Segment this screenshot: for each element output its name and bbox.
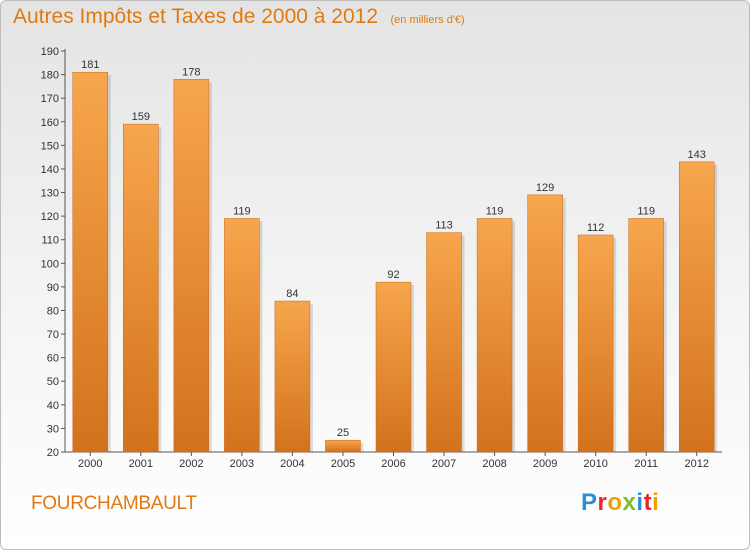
bar [325, 439, 361, 453]
bar [577, 234, 614, 453]
x-tick-label: 2002 [179, 458, 203, 470]
y-tick-label: 150 [41, 140, 59, 152]
x-tick-label: 2007 [432, 458, 456, 470]
data-label: 84 [286, 288, 298, 300]
y-tick-label: 110 [41, 235, 59, 247]
y-tick-label: 80 [47, 305, 59, 317]
y-tick-label: 160 [41, 117, 59, 129]
y-tick-label: 20 [47, 447, 59, 459]
bar [173, 79, 210, 453]
y-tick-label: 90 [47, 282, 59, 294]
x-tick-label: 2005 [331, 458, 355, 470]
brand-letter: P [581, 489, 598, 516]
chart-title: Autres Impôts et Taxes de 2000 à 2012 [13, 5, 379, 28]
brand-letter: o [607, 489, 623, 516]
data-label: 143 [688, 149, 706, 161]
brand-letter: x [622, 489, 637, 516]
bar [123, 123, 159, 453]
x-tick-label: 2008 [482, 458, 506, 470]
x-tick-label: 2000 [78, 458, 102, 470]
bar [527, 194, 563, 453]
title-block: Autres Impôts et Taxes de 2000 à 2012 (e… [13, 5, 465, 29]
bar [476, 218, 513, 453]
y-tick-label: 170 [41, 93, 59, 105]
data-label: 119 [637, 205, 655, 217]
y-tick-label: 120 [41, 211, 59, 223]
data-label: 159 [132, 111, 150, 123]
town-name: FOURCHAMBAULT [31, 493, 197, 514]
x-tick-label: 2009 [533, 458, 557, 470]
bar [224, 218, 260, 453]
bar [375, 281, 412, 453]
bar [72, 71, 109, 453]
data-label: 112 [587, 222, 605, 234]
x-tick-label: 2003 [230, 458, 254, 470]
y-tick-label: 40 [47, 400, 59, 412]
x-tick-label: 2004 [280, 458, 304, 470]
x-tick-label: 2012 [684, 458, 708, 470]
data-label: 181 [81, 59, 99, 71]
bar [426, 232, 462, 453]
data-label: 25 [337, 427, 349, 439]
bar [678, 161, 715, 453]
brand-letter: i [652, 489, 660, 516]
data-label: 113 [435, 220, 453, 232]
x-tick-label: 2001 [129, 458, 153, 470]
data-label: 119 [486, 205, 504, 217]
bar [628, 218, 664, 453]
y-tick-label: 60 [47, 353, 59, 365]
brand-letter: r [597, 489, 608, 516]
y-tick-label: 140 [41, 164, 59, 176]
brand-letter: i [636, 489, 644, 516]
x-tick-label: 2010 [583, 458, 607, 470]
x-tick-label: 2006 [381, 458, 405, 470]
data-label: 178 [182, 66, 200, 78]
data-label: 92 [387, 269, 399, 281]
y-tick-label: 70 [47, 329, 59, 341]
proxiti-logo: Proxiti [581, 489, 659, 517]
data-label: 119 [233, 205, 251, 217]
bar [274, 300, 311, 453]
y-tick-label: 180 [41, 70, 59, 82]
x-tick-label: 2011 [634, 458, 658, 470]
brand-letter: t [643, 489, 653, 516]
y-tick-label: 100 [41, 258, 59, 270]
chart-subtitle: (en milliers d'€) [390, 14, 465, 26]
y-tick-label: 30 [47, 423, 59, 435]
y-tick-label: 190 [41, 46, 59, 58]
y-tick-label: 50 [47, 376, 59, 388]
y-tick-label: 130 [41, 188, 59, 200]
data-label: 129 [536, 182, 554, 194]
